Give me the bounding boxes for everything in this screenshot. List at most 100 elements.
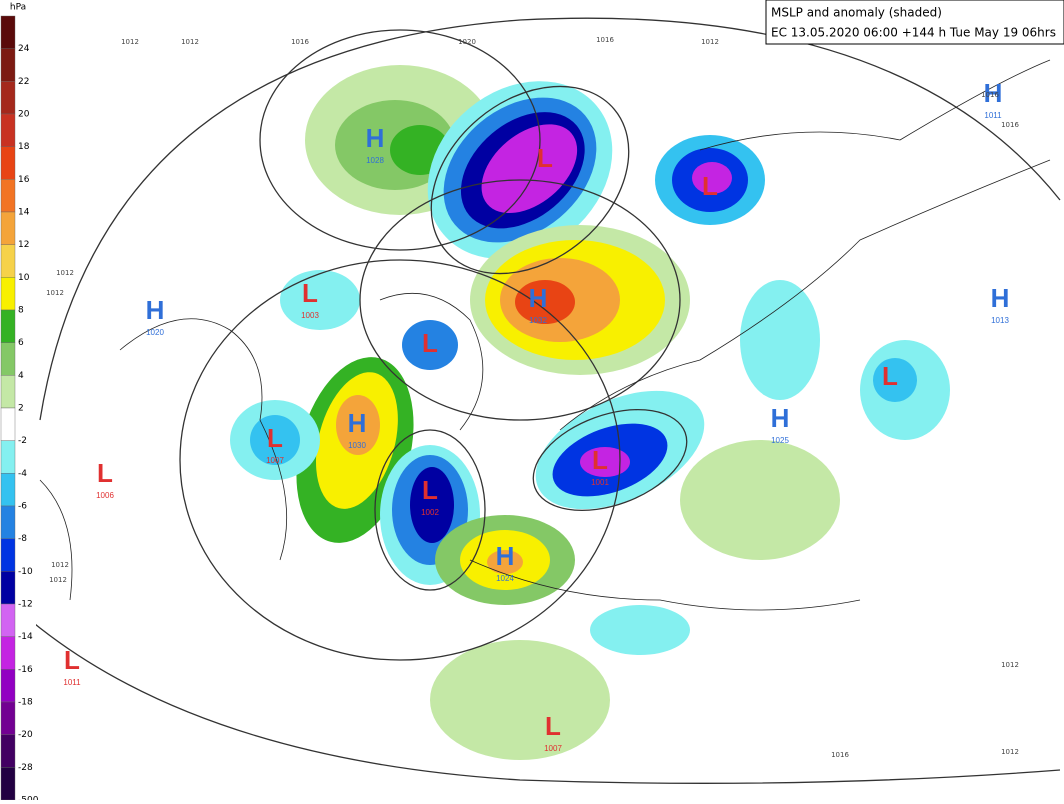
system-pressure: 1006 xyxy=(96,491,114,500)
title: MSLP and anomaly (shaded) xyxy=(771,6,942,20)
colorbar-label: -20 xyxy=(18,730,33,740)
system-symbol: L xyxy=(267,423,283,453)
colorbar-label: 12 xyxy=(18,240,29,250)
system-pressure: 1007 xyxy=(544,744,562,753)
system-symbol: H xyxy=(366,123,385,153)
isobar-label: 1012 xyxy=(49,576,67,584)
colorbar-label: -6 xyxy=(18,502,27,512)
system-symbol: L xyxy=(422,475,438,505)
system-symbol: H xyxy=(771,403,790,433)
pressure-systems: H 1028 L L H 1011 H 1020 L 1003 H 1032 L H 1013 L H 1025 L… xyxy=(63,78,1009,753)
colorbar-label: 8 xyxy=(18,306,24,316)
colorbar-swatch xyxy=(0,603,16,637)
isobar-label: 1016 xyxy=(831,751,849,759)
isobar-label: 1012 xyxy=(181,38,199,46)
isobar-label: 1012 xyxy=(1001,661,1019,669)
colorbar-swatch xyxy=(0,15,16,49)
system-pressure: 1001 xyxy=(591,478,609,487)
colorbar-swatch xyxy=(0,375,16,409)
colorbar-label: -500 xyxy=(18,796,39,801)
colorbar-swatch xyxy=(0,244,16,278)
colorbar-swatch xyxy=(0,440,16,474)
system-symbol: L xyxy=(422,328,438,358)
colorbar-label: 4 xyxy=(18,371,24,381)
system-pressure: 1003 xyxy=(301,311,319,320)
isobar-label: 1012 xyxy=(46,289,64,297)
anomaly-shading xyxy=(230,65,950,760)
system-pressure: 1011 xyxy=(984,111,1002,120)
colorbar-swatch xyxy=(0,734,16,768)
system-symbol: L xyxy=(702,171,718,201)
coastlines xyxy=(39,59,1051,611)
isobar-labels: 1012 1012 1016 1020 1016 1012 1012 1012 1012 1012… xyxy=(46,36,1019,759)
colorbar-swatch xyxy=(0,473,16,507)
colorbar-label: 22 xyxy=(18,77,29,87)
colorbar-swatch xyxy=(0,113,16,147)
colorbar-swatch xyxy=(0,48,16,82)
isobar-label: 1020 xyxy=(458,38,476,46)
system-pressure: 1028 xyxy=(366,156,384,165)
colorbar-label: -28 xyxy=(18,763,33,773)
colorbar-swatch xyxy=(0,211,16,245)
system-symbol: H xyxy=(146,295,165,325)
isobars xyxy=(29,17,1061,784)
colorbar-swatch xyxy=(0,669,16,703)
colorbar-swatch xyxy=(0,407,16,441)
colorbar-swatch xyxy=(0,277,16,311)
isobar-label: 1012 xyxy=(121,38,139,46)
colorbar-label: -12 xyxy=(18,600,33,610)
system-pressure: 1032 xyxy=(529,316,547,325)
system-symbol: L xyxy=(97,458,113,488)
system-symbol: L xyxy=(592,445,608,475)
isobar-label: 1016 xyxy=(596,36,614,44)
colorbar-label: -18 xyxy=(18,698,33,708)
title-box xyxy=(765,0,1064,45)
colorbar-label: 2 xyxy=(18,404,24,414)
colorbar-label: -4 xyxy=(18,469,27,479)
colorbar-unit: hPa xyxy=(10,3,26,13)
colorbar-swatch xyxy=(0,701,16,735)
colorbar-label: 20 xyxy=(18,110,30,120)
isobar-label: 1016 xyxy=(291,38,309,46)
isobar-label: 1012 xyxy=(1001,748,1019,756)
colorbar-label: 14 xyxy=(18,208,30,218)
isobar-label: 1016 xyxy=(1001,121,1019,129)
colorbar-swatch xyxy=(0,81,16,115)
colorbar-swatch xyxy=(0,571,16,605)
system-pressure: 1030 xyxy=(348,441,366,450)
system-pressure: 1013 xyxy=(991,316,1009,325)
colorbar: hPa 24 22 20 18 16 14 12 10 8 6 4 2 -2 -4 -6 -8 -10 -12 -14… xyxy=(0,0,39,804)
isobar-label: 1012 xyxy=(51,561,69,569)
system-pressure: 1024 xyxy=(496,574,514,583)
colorbar-label: -16 xyxy=(18,665,33,675)
isobar-label: 1012 xyxy=(701,38,719,46)
colorbar-swatch xyxy=(0,309,16,343)
subtitle: EC 13.05.2020 06:00 +144 h Tue May 19 06… xyxy=(771,26,1056,40)
system-symbol: L xyxy=(64,645,80,675)
system-symbol: H xyxy=(529,283,548,313)
colorbar-swatch xyxy=(0,342,16,376)
colorbar-label: -14 xyxy=(18,632,33,642)
colorbar-label: 24 xyxy=(18,44,30,54)
system-pressure: 1002 xyxy=(421,508,439,517)
system-symbol: H xyxy=(496,541,515,571)
colorbar-label: 6 xyxy=(18,338,24,348)
colorbar-label: 18 xyxy=(18,142,30,152)
colorbar-swatch xyxy=(0,146,16,180)
system-symbol: H xyxy=(991,283,1010,313)
system-pressure: 1011 xyxy=(63,678,81,687)
colorbar-swatch xyxy=(0,179,16,213)
system-pressure: 1007 xyxy=(266,456,284,465)
colorbar-label: 16 xyxy=(18,175,30,185)
system-symbol: H xyxy=(984,78,1003,108)
colorbar-swatch xyxy=(0,767,16,801)
isobar-label: 1016 xyxy=(981,91,999,99)
isobar-label: 1012 xyxy=(56,269,74,277)
colorbar-label: -8 xyxy=(18,534,27,544)
system-symbol: L xyxy=(302,278,318,308)
system-symbol: L xyxy=(537,143,553,173)
colorbar-label: 10 xyxy=(18,273,30,283)
system-symbol: L xyxy=(545,711,561,741)
system-symbol: L xyxy=(882,361,898,391)
